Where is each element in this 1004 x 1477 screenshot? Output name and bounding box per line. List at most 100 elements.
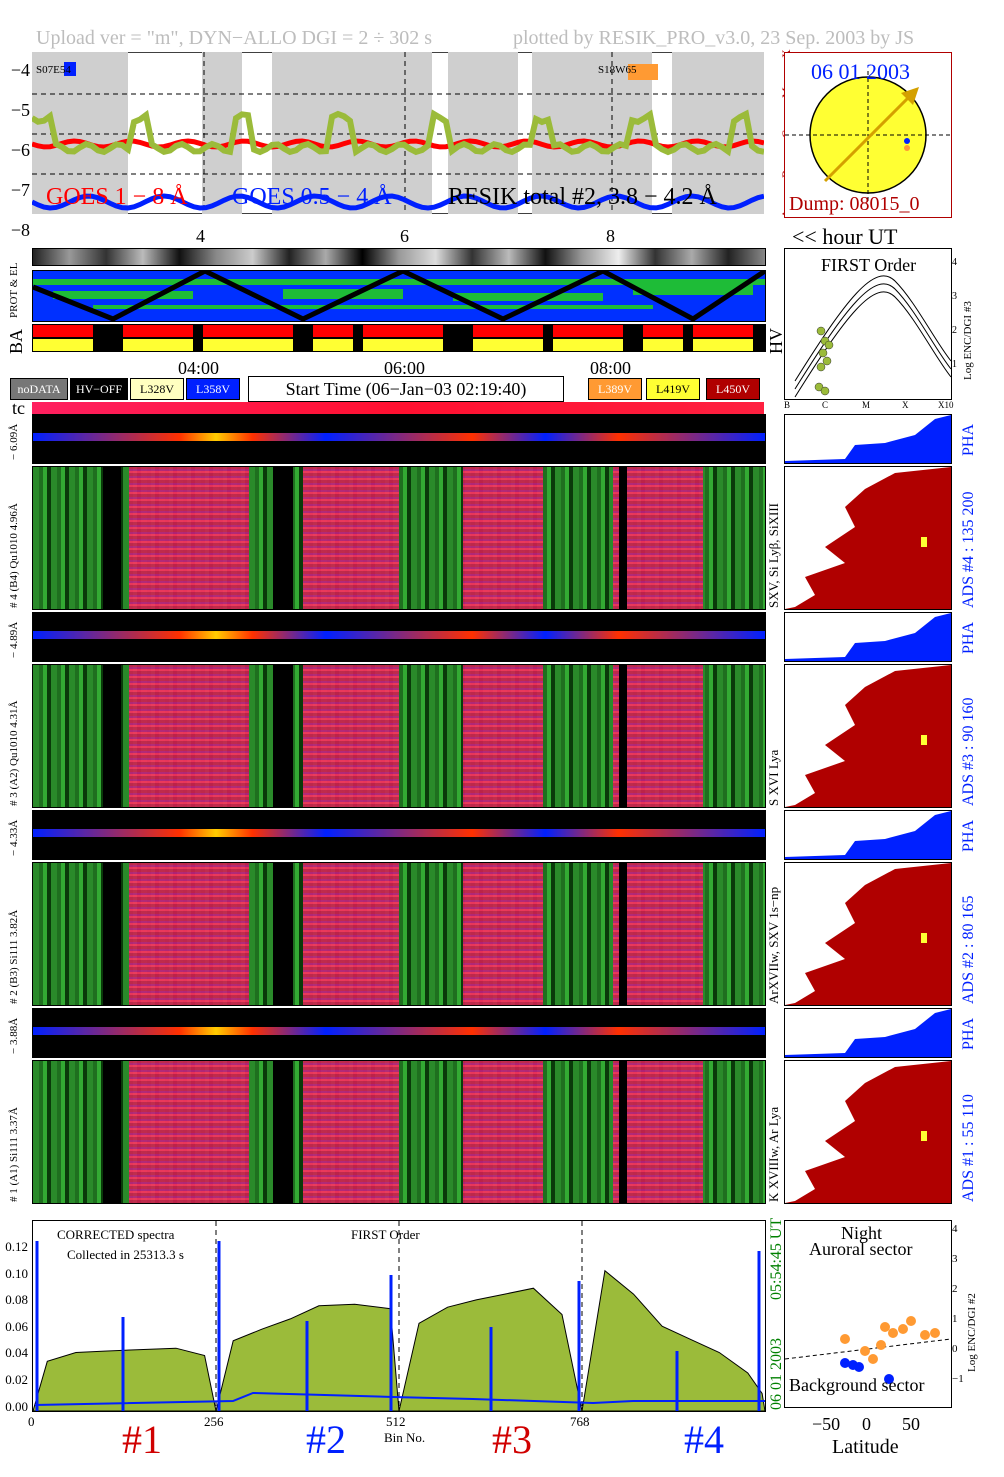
spectrogram xyxy=(32,862,766,1006)
time-tick-0800: 08:00 xyxy=(590,358,632,378)
latitude-svg xyxy=(784,1316,952,1384)
legend-hvoff: HV−OFF xyxy=(70,378,128,400)
ba-segment xyxy=(693,325,753,337)
pha-wavelength: − 3.88Å xyxy=(8,1017,20,1054)
hour-tick-4: 4 xyxy=(196,226,205,246)
pha-band xyxy=(33,829,765,837)
lat-xtick-0: 0 xyxy=(862,1414,871,1434)
ads-label: ADS #1 : 55 110 xyxy=(960,1094,977,1202)
fo-xtick: M xyxy=(862,400,871,410)
tc-label: tc xyxy=(12,398,25,418)
fo-xtick: B xyxy=(784,400,791,410)
hv-off-gap xyxy=(619,467,627,609)
flare-region xyxy=(463,863,543,1005)
time-tick-0400: 04:00 xyxy=(178,358,220,378)
lat-ytick: 1 xyxy=(952,1313,958,1325)
spectrum-caption2: Collected in 25313.3 s xyxy=(67,1247,184,1262)
spec-xtick-256: 256 xyxy=(204,1414,224,1429)
pha-label: PHA xyxy=(960,1017,977,1050)
crystal-label: # 1 (A1) Si111 3.37Å xyxy=(8,1107,20,1202)
hv-segment xyxy=(313,339,353,351)
spectrogram xyxy=(32,466,766,610)
section-3: #3 xyxy=(492,1417,532,1462)
section-1: #1 xyxy=(122,1417,162,1462)
spec-ytick: 0.00 xyxy=(5,1398,28,1414)
hv-segment xyxy=(553,339,623,351)
pha-wavelength: − 4.33Å xyxy=(8,819,20,856)
latitude-xlabel: Latitude xyxy=(832,1436,899,1458)
hv-segment xyxy=(123,339,193,351)
lat-ytick: 3 xyxy=(952,1253,958,1265)
lat-xtick-minus50: −50 xyxy=(812,1414,841,1434)
flare-region xyxy=(463,665,543,807)
eclipse-band xyxy=(32,52,128,214)
pha-band xyxy=(33,1027,765,1035)
first-order-svg xyxy=(794,275,952,398)
hour-tick-8: 8 xyxy=(606,226,615,246)
spec-ytick: 0.10 xyxy=(5,1265,28,1281)
legend-resik: RESIK total #2, 3.8 − 4.2 Å xyxy=(448,184,717,210)
latitude-title2: Auroral sector xyxy=(809,1239,913,1259)
hv-segment xyxy=(33,339,93,351)
first-order-ylabel: Log ENC/DGI #3 xyxy=(962,301,974,380)
hv-segment xyxy=(473,339,543,351)
flare-region xyxy=(303,863,399,1005)
spectrum-panel: CORRECTED spectra Collected in 25313.3 s… xyxy=(32,1220,766,1412)
spectrum-order: FIRST Order xyxy=(351,1227,420,1242)
goes-lightcurve-chart xyxy=(30,51,765,215)
ads-label: ADS #3 : 90 160 xyxy=(960,697,977,806)
ba-segment xyxy=(643,325,683,337)
start-time: Start Time (06−Jan−03 02:19:40) xyxy=(248,376,564,402)
spec-xtick-768: 768 xyxy=(570,1414,590,1429)
lat-ytick: −1 xyxy=(952,1373,964,1385)
ba-segment xyxy=(123,325,193,337)
spec-ytick: 0.02 xyxy=(5,1371,28,1387)
pha-histogram xyxy=(784,1008,952,1058)
ba-hv-panel xyxy=(32,324,766,352)
proton-electron-panel xyxy=(32,270,766,322)
line-label: S XVI Lya xyxy=(766,749,781,806)
crystal-label: # 2 (B3) Si111 3.82Å xyxy=(8,909,20,1004)
eclipse-band xyxy=(448,52,518,214)
latitude-yticks: 4 3 2 1 0 −1 xyxy=(952,1214,964,1394)
goes-yticks: −4 −5 −6 −7 −8 xyxy=(2,50,30,250)
flare-region xyxy=(613,665,703,807)
time-tick-0600: 06:00 xyxy=(384,358,426,378)
hour-tick-6: 6 xyxy=(400,226,409,246)
spec-ytick: 0.08 xyxy=(5,1292,28,1308)
background-series xyxy=(34,1391,765,1406)
ba-segment xyxy=(33,325,93,337)
noaa-marker-left xyxy=(64,62,76,76)
goes-ytick: −4 xyxy=(10,60,30,80)
fo-ytick: 3 xyxy=(952,291,957,302)
spec-ytick: 0.06 xyxy=(5,1318,28,1334)
section-4: #4 xyxy=(684,1417,724,1462)
hv-off-gap xyxy=(273,1061,293,1203)
ba-hv-svg xyxy=(33,325,753,351)
spectrum-chart xyxy=(32,1221,766,1412)
proton-electron-svg xyxy=(33,271,765,321)
pha-strip xyxy=(32,612,766,662)
spectrogram xyxy=(32,1060,766,1204)
flare-region xyxy=(303,665,399,807)
fo-ytick: 2 xyxy=(952,325,957,336)
line-label: SXV, Si Lyβ, SiXIII xyxy=(766,503,781,608)
legend-l450: L450V xyxy=(706,378,760,400)
ba-segment xyxy=(313,325,353,337)
tc-strip xyxy=(32,402,764,414)
hv-segment xyxy=(643,339,683,351)
section-2: #2 xyxy=(306,1417,346,1462)
hv-off-gap xyxy=(619,863,627,1005)
legend-l419: L419V xyxy=(646,378,700,400)
spike-lines xyxy=(35,1241,761,1411)
sun-disk-svg xyxy=(785,71,951,203)
label-ba: BA xyxy=(6,328,26,354)
pha-histogram xyxy=(784,414,952,464)
hv-off-gap xyxy=(619,1061,627,1203)
legend-l358: L358V xyxy=(186,378,240,400)
sun-date: 06 01 2003 xyxy=(811,59,910,84)
fo-xtick: C xyxy=(822,400,829,410)
goes-ytick: −6 xyxy=(10,140,30,160)
hv-off-gap xyxy=(103,863,121,1005)
hv-off-gap xyxy=(103,1061,121,1203)
